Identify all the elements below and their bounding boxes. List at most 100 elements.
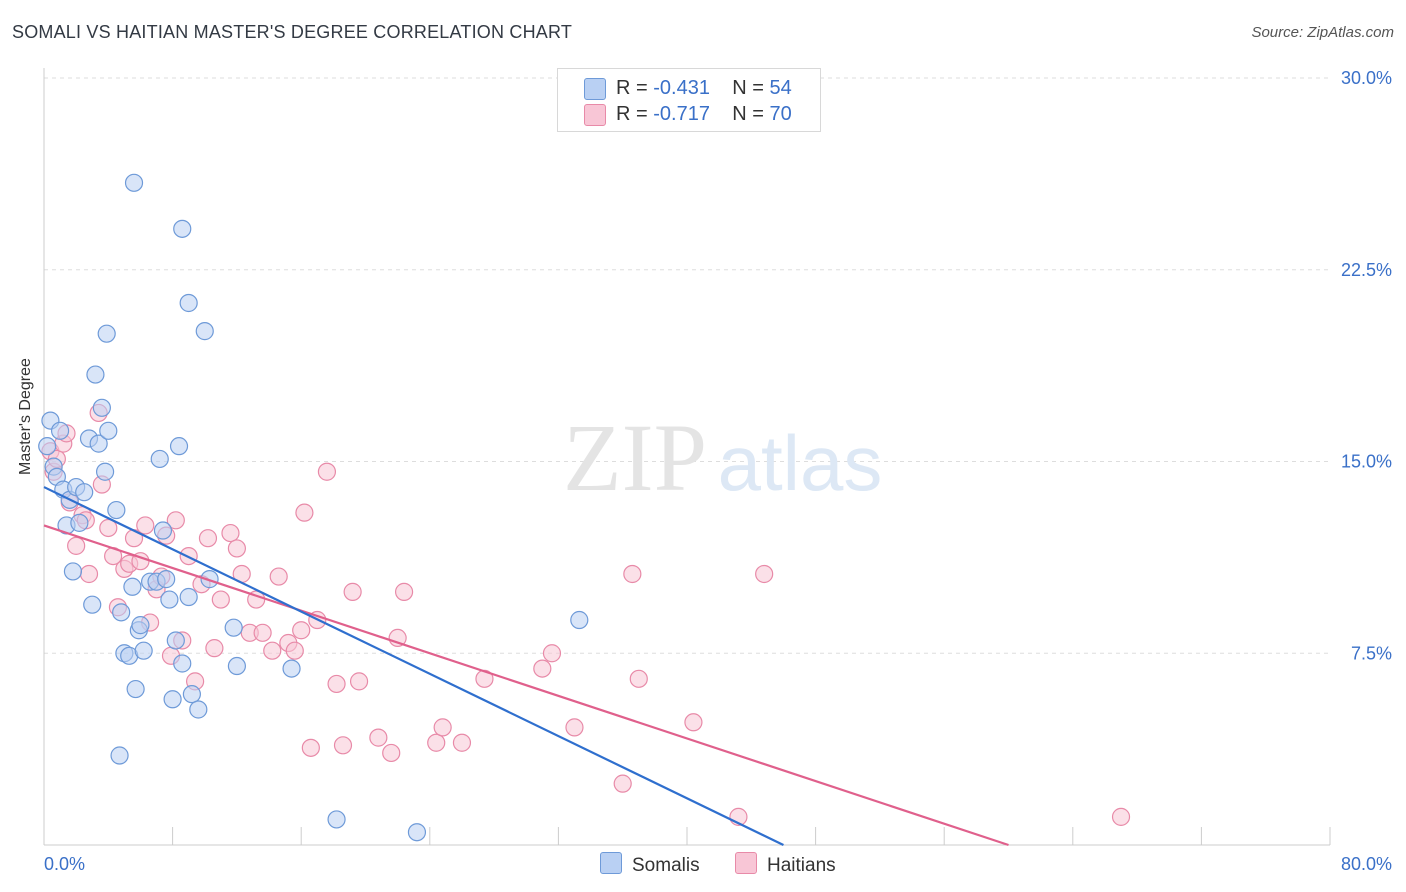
somalis-point [134,641,153,660]
haitians-legend-swatch [735,852,757,874]
haitians-point [349,672,369,691]
somalis-point [38,437,57,456]
somalis-point [227,656,246,676]
haitians-point [301,738,320,757]
somalis-point [570,610,589,630]
haitians-point [623,564,642,584]
somalis-legend-swatch [600,852,622,874]
haitians-swatch [584,104,606,126]
haitians-point [295,503,314,522]
legend-n-value: 54 [769,77,792,99]
somalis-point [169,437,189,456]
haitians-point [285,641,304,660]
somalis-point [189,700,208,719]
haitians-point [166,511,185,530]
haitians-points [41,403,1131,826]
haitians-point [565,718,584,737]
somalis-point [166,631,185,650]
x-tick-label-max: 80.0% [1341,854,1392,874]
haitians-point [452,733,472,752]
y-tick-label: 30.0% [1341,68,1392,88]
y-tick-label: 7.5% [1351,643,1392,663]
somalis-point [131,616,150,635]
somalis-point [157,570,176,589]
tick-labels: 7.5% 15.0% 22.5% 30.0% 0.0% 80.0% [44,68,1392,874]
somalis-point [123,577,142,596]
haitians-point [629,669,648,688]
somalis-point [126,679,145,699]
somalis-trend-line [43,486,784,846]
haitians-point [198,529,218,548]
somalis-point [407,823,427,842]
haitians-point [79,564,99,584]
source-label: Source: ZipAtlas.com [1251,24,1394,41]
somalis-swatch [584,78,606,100]
legend-r-label: R = [616,77,654,99]
somalis-point [160,590,179,609]
somalis-point [179,587,198,607]
haitians-point [755,564,774,584]
correlation-legend: R = -0.431 N = 54 R = -0.717 N = 70 [557,68,821,132]
somalis-point [86,365,105,384]
haitians-point [533,659,552,678]
legend-r-label: R = [616,103,654,125]
haitians-point [253,623,272,642]
somalis-point [99,421,118,440]
somalis-point [50,421,70,440]
legend-r-value: -0.717 [653,103,710,125]
somalis-point [153,521,173,540]
haitians-point [317,462,337,481]
somalis-point [92,398,111,417]
somalis-point [179,293,198,313]
somalis-point [97,324,116,343]
y-tick-label: 22.5% [1341,260,1392,280]
haitians-point [333,736,353,755]
haitians-point [227,539,246,558]
haitians-point [221,523,240,543]
legend-n-label: N = [732,103,770,125]
somalis-point [75,483,94,502]
somalis-points [38,173,589,842]
trend-lines [43,486,1009,847]
haitians-point [263,641,282,660]
somalis-point [95,462,115,481]
haitians-point [99,518,118,538]
haitians-point [343,582,362,601]
somalis-point [124,173,144,192]
y-tick-label: 15.0% [1341,452,1392,472]
somalis-point [63,562,83,581]
haitians-trend-line [43,524,1009,847]
somalis-point [173,219,192,238]
chart-title: SOMALI VS HAITIAN MASTER'S DEGREE CORREL… [12,22,573,42]
haitians-point [394,582,414,601]
x-tick-label-min: 0.0% [44,854,85,874]
somalis-point [200,570,219,589]
watermark-atlas: atlas [718,419,883,507]
somalis-point [83,595,102,614]
haitians-point [684,713,703,732]
somalis-point [70,513,89,532]
haitians-point [136,516,155,535]
somalis-point [89,434,108,453]
legend-r-value: -0.431 [653,77,710,99]
somalis-point [224,618,243,637]
somalis-point [112,603,131,622]
legend-n-value: 70 [769,103,792,125]
somalis-point [173,654,192,673]
somalis-legend-label: Somalis [632,855,700,876]
haitians-point [269,567,288,586]
somalis-point [327,810,346,829]
somalis-point [282,659,301,678]
haitians-point [211,590,230,609]
watermark-zip: ZIP [563,404,707,511]
haitians-point [382,743,401,763]
haitians-point [433,718,452,737]
legend-n-label: N = [732,77,770,99]
somalis-point [150,449,169,469]
haitians-point [1111,807,1131,826]
somalis-point [182,685,201,704]
haitians-point [292,621,311,640]
haitians-point [67,536,86,555]
haitians-point [205,639,224,658]
